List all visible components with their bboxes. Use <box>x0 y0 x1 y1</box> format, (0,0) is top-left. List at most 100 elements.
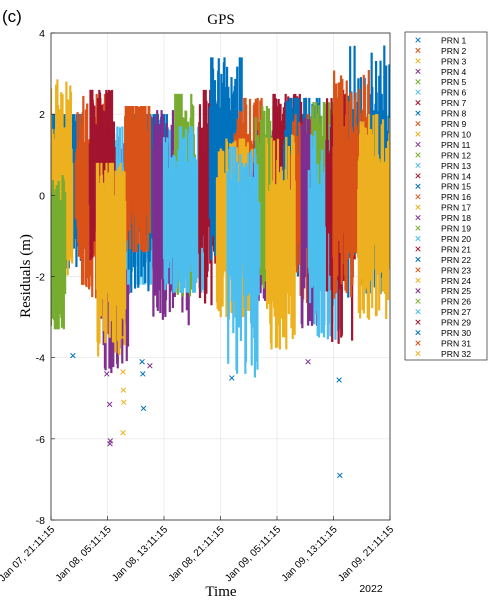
y-tick-label: -2 <box>36 272 45 284</box>
legend-label: PRN 10 <box>441 129 471 139</box>
legend-label: PRN 1 <box>441 35 467 45</box>
outlier-point <box>120 387 127 393</box>
legend-marker <box>415 68 421 75</box>
outlier-stroke <box>107 440 113 447</box>
legend-entry: PRN 4 <box>415 67 467 77</box>
legend-entry: PRN 24 <box>415 276 471 286</box>
outlier-stroke <box>104 371 110 377</box>
x-tick-label: Jan 09, 05:11:15 <box>223 524 283 584</box>
band-prn-13 <box>162 126 208 293</box>
legend-entry: PRN 20 <box>415 234 471 244</box>
legend-marker <box>415 329 421 336</box>
legend-label: PRN 11 <box>441 140 471 150</box>
y-axis-ticks: 4 2 0 -2 -4 -6 -8 <box>36 28 55 527</box>
legend-label: PRN 18 <box>441 213 471 223</box>
band-prn-20 <box>226 146 261 378</box>
legend-entry: PRN 21 <box>415 244 471 254</box>
outlier-stroke <box>336 377 342 383</box>
legend-label: PRN 30 <box>441 328 471 338</box>
outlier-point <box>70 352 76 359</box>
outlier-stroke <box>119 334 126 341</box>
outlier-stroke <box>120 429 126 436</box>
legend-entry: PRN 14 <box>415 171 471 181</box>
outlier-points <box>70 334 343 479</box>
legend-label: PRN 9 <box>441 119 467 129</box>
band-prn-24 <box>265 134 296 350</box>
legend-marker <box>415 288 421 294</box>
x-tick-label: Jan 08, 13:11:15 <box>110 524 170 584</box>
legend-marker <box>415 340 421 346</box>
y-tick-label: -8 <box>36 515 45 527</box>
outlier-point <box>229 375 235 381</box>
legend-marker <box>415 225 421 231</box>
legend-entry: PRN 23 <box>415 265 471 275</box>
band-prn-5 <box>51 175 67 330</box>
legend-entry: PRN 32 <box>415 349 471 359</box>
legend-entry: PRN 8 <box>415 109 467 119</box>
legend-marker <box>415 194 421 200</box>
data-marks <box>51 45 390 479</box>
outlier-point <box>120 399 127 406</box>
legend-entry: PRN 11 <box>415 140 471 150</box>
legend-entry: PRN 10 <box>415 129 471 139</box>
outlier-stroke <box>120 369 126 375</box>
x-tick-label: Jan 08, 05:11:15 <box>54 524 114 584</box>
plot-area <box>50 32 391 521</box>
legend-entry: PRN 9 <box>415 119 467 129</box>
legend-marker <box>415 319 421 325</box>
outlier-stroke <box>140 371 146 377</box>
y-tick-label: 4 <box>39 28 45 40</box>
panel-label: (c) <box>2 7 22 26</box>
legend-marker <box>415 350 421 357</box>
x-axis-label: Time <box>205 584 236 600</box>
legend-entry: PRN 18 <box>415 213 471 223</box>
outlier-point <box>337 472 343 479</box>
outlier-point <box>147 363 153 369</box>
legend-label: PRN 4 <box>441 67 467 77</box>
legend-entry: PRN 6 <box>415 88 467 98</box>
legend-label: PRN 16 <box>441 192 471 202</box>
outlier-stroke <box>305 358 311 365</box>
legend-label: PRN 8 <box>441 109 467 119</box>
legend-entry: PRN 7 <box>415 98 467 108</box>
legend-label: PRN 7 <box>441 98 467 108</box>
y-tick-label: 0 <box>39 190 45 202</box>
legend-label: PRN 27 <box>441 307 471 317</box>
band-prn-9 <box>124 106 151 253</box>
legend-entry: PRN 15 <box>415 182 471 192</box>
legend-entry: PRN 30 <box>415 328 471 338</box>
legend-label: PRN 15 <box>441 182 471 192</box>
legend-marker <box>415 204 421 210</box>
band-prn-10 <box>95 162 127 357</box>
legend-label: PRN 32 <box>441 349 471 359</box>
legend-label: PRN 22 <box>441 255 471 265</box>
band-prn-32 <box>357 114 390 320</box>
outlier-point <box>140 405 147 412</box>
outlier-point <box>140 371 146 377</box>
legend-marker <box>415 267 421 273</box>
legend-label: PRN 3 <box>441 56 467 66</box>
data-bands <box>51 45 390 378</box>
x-tick-label: Jan 07, 21:11:15 <box>0 524 57 584</box>
y-axis-label: Residuals (m) <box>18 234 34 318</box>
legend-entry: PRN 13 <box>415 161 471 171</box>
legend-marker <box>415 120 421 127</box>
legend-marker <box>415 89 421 95</box>
legend-entry: PRN 25 <box>415 286 471 296</box>
legend-label: PRN 25 <box>441 286 471 296</box>
legend-label: PRN 2 <box>441 46 467 56</box>
legend-entry: PRN 5 <box>415 77 467 87</box>
y-tick-label: 2 <box>39 109 45 121</box>
legend-marker <box>415 58 421 64</box>
legend-label: PRN 26 <box>441 297 471 307</box>
outlier-stroke <box>147 363 153 369</box>
outlier-stroke <box>139 358 145 365</box>
year-label: 2022 <box>359 583 383 595</box>
x-tick-label: Jan 09, 13:11:15 <box>280 524 340 584</box>
legend-marker <box>415 131 421 137</box>
outlier-stroke <box>106 401 113 408</box>
